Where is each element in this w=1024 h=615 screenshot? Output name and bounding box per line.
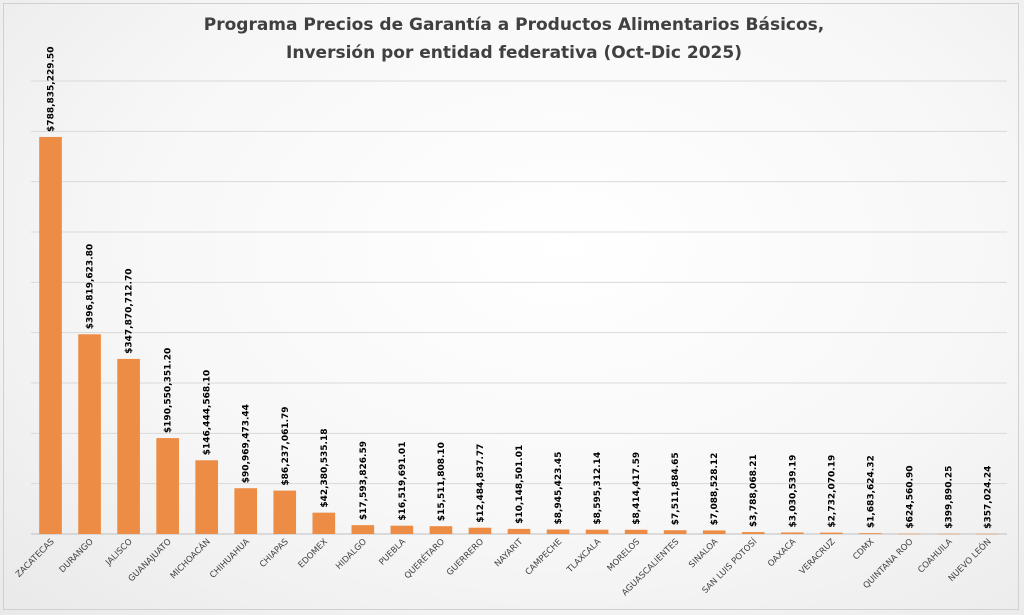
bar bbox=[898, 533, 921, 535]
bar bbox=[937, 533, 960, 535]
category-label: CDMX bbox=[851, 537, 876, 562]
data-label: $8,595,312.14 bbox=[593, 452, 603, 525]
data-label: $7,511,884.65 bbox=[671, 452, 681, 525]
category-label: COAHUILA bbox=[916, 537, 954, 575]
data-label: $788,835,229.50 bbox=[47, 47, 57, 132]
data-label: $347,870,712.70 bbox=[125, 268, 135, 353]
bar bbox=[507, 528, 531, 534]
data-label: $1,683,624.32 bbox=[866, 455, 876, 528]
category-label: CHIAPAS bbox=[258, 537, 291, 570]
category-label: ZACATECAS bbox=[14, 537, 57, 580]
gridlines bbox=[31, 80, 1007, 535]
data-label: $8,414,417.59 bbox=[632, 452, 642, 525]
category-label: MORELOS bbox=[606, 537, 643, 574]
data-label: $7,088,528.12 bbox=[710, 453, 720, 526]
bar bbox=[468, 527, 492, 534]
bar bbox=[976, 533, 999, 535]
category-label: SINALOA bbox=[687, 537, 720, 570]
bar-chart: Programa Precios de Garantía a Productos… bbox=[14, 15, 1007, 598]
data-labels: $788,835,229.50 $396,819,623.80 $347,870,7… bbox=[47, 47, 994, 529]
bar bbox=[156, 438, 179, 534]
category-label: QUERÉTARO bbox=[401, 535, 447, 581]
data-label: $396,819,623.80 bbox=[86, 244, 96, 329]
data-label: $399,890.25 bbox=[944, 466, 954, 529]
data-label: $190,550,351.20 bbox=[164, 348, 174, 433]
category-label: CHIHUAHUA bbox=[208, 537, 252, 581]
data-label: $86,237,061.79 bbox=[281, 406, 291, 485]
bar bbox=[702, 530, 726, 534]
chart-title-line-2: Inversión por entidad federativa (Oct-Di… bbox=[286, 43, 742, 63]
data-label: $357,024.24 bbox=[983, 466, 993, 529]
bar bbox=[546, 529, 570, 534]
category-label: PUEBLA bbox=[377, 537, 408, 568]
bar bbox=[351, 525, 375, 534]
data-label: $624,560.90 bbox=[905, 465, 915, 528]
bar bbox=[312, 512, 336, 534]
bar bbox=[624, 529, 648, 534]
category-labels: ZACATECAS DURANGO JALISCOGUANAJUATOMICHOAC… bbox=[14, 535, 994, 598]
data-label: $15,511,808.10 bbox=[437, 442, 447, 521]
bar bbox=[429, 526, 453, 534]
bar bbox=[390, 525, 414, 534]
category-label: OAXACA bbox=[766, 537, 798, 569]
bar bbox=[117, 358, 140, 534]
bar bbox=[819, 532, 843, 534]
bar bbox=[195, 460, 219, 534]
bar bbox=[741, 532, 765, 534]
data-label: $42,380,535.18 bbox=[320, 429, 330, 508]
category-label: HIDALGO bbox=[334, 537, 369, 572]
data-label: $2,732,070.19 bbox=[827, 455, 837, 528]
bar bbox=[859, 533, 882, 534]
bars bbox=[39, 136, 999, 535]
category-label: EDOMEX bbox=[297, 537, 330, 570]
bar bbox=[78, 334, 101, 534]
category-label: NAYARIT bbox=[493, 536, 526, 569]
category-label: TLAXCALA bbox=[565, 537, 604, 576]
data-label: $16,519,691.01 bbox=[398, 442, 408, 521]
bar bbox=[39, 136, 62, 534]
bar bbox=[663, 530, 687, 534]
data-label: $17,593,826.59 bbox=[359, 441, 369, 520]
chart-title-line-1: Programa Precios de Garantía a Productos… bbox=[204, 15, 824, 35]
category-label: JALISCO bbox=[103, 537, 135, 569]
data-label: $10,148,501.01 bbox=[515, 445, 525, 524]
category-label: DURANGO bbox=[58, 537, 96, 575]
category-label: GUERRERO bbox=[445, 537, 486, 578]
data-label: $3,030,539.19 bbox=[788, 455, 798, 528]
bar bbox=[780, 532, 804, 534]
bar bbox=[234, 488, 258, 534]
category-label: MICHOACÁN bbox=[167, 536, 213, 582]
bar bbox=[585, 529, 609, 534]
category-label: VERACRUZ bbox=[798, 537, 838, 577]
category-label: CAMPECHE bbox=[524, 537, 565, 578]
data-label: $12,484,837.77 bbox=[476, 444, 486, 523]
bar bbox=[273, 490, 297, 534]
chart-frame: Programa Precios de Garantía a Productos… bbox=[3, 3, 1019, 610]
data-label: $90,969,473.44 bbox=[242, 404, 252, 483]
data-label: $8,945,423.45 bbox=[554, 452, 564, 525]
data-label: $3,788,068.21 bbox=[749, 454, 759, 527]
data-label: $146,444,568.10 bbox=[203, 370, 213, 455]
chart-title: Programa Precios de Garantía a Productos… bbox=[204, 15, 824, 63]
